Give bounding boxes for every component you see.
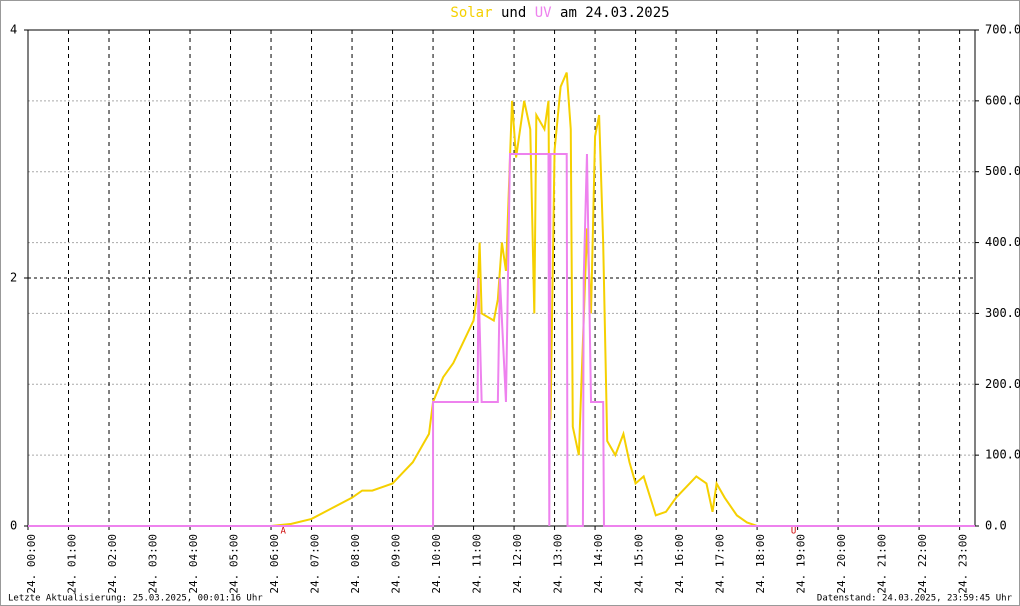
y2-tick-label: 500.0	[985, 164, 1020, 178]
x-tick-label: 24. 01:00	[66, 534, 79, 594]
x-tick-label: 24. 15:00	[633, 534, 646, 594]
y2-tick-label: 300.0	[985, 306, 1020, 320]
plot-border	[27, 29, 976, 527]
y2-tick-label: 400.0	[985, 235, 1020, 249]
x-tick-label: 24. 18:00	[754, 534, 767, 594]
footer-left: Letzte Aktualisierung: 25.03.2025, 00:01…	[8, 594, 263, 604]
annotation: A	[280, 527, 286, 537]
title-part: und	[501, 5, 526, 21]
x-tick-label: 24. 06:00	[268, 534, 281, 594]
x-tick-label: 24. 14:00	[592, 534, 605, 594]
x-tick-label: 24. 20:00	[835, 534, 848, 594]
x-tick-label: 24. 17:00	[714, 534, 727, 594]
x-tick-label: 24. 22:00	[916, 534, 929, 594]
y-tick-label: 4	[10, 23, 17, 37]
x-tick-label: 24. 08:00	[349, 534, 362, 594]
x-tick-label: 24. 16:00	[673, 534, 686, 594]
y2-tick-label: 100.0	[985, 448, 1020, 462]
chart-title: Solar und UV am 24.03.2025	[450, 5, 669, 21]
y2-tick-label: 600.0	[985, 93, 1020, 107]
x-tick-label: 24. 13:00	[552, 534, 565, 594]
annotation: U	[791, 527, 796, 537]
series-line	[28, 72, 975, 527]
x-tick-label: 24. 05:00	[228, 534, 241, 594]
x-tick-label: 24. 12:00	[511, 534, 524, 594]
y-tick-label: 0	[10, 519, 17, 533]
x-tick-label: 24. 11:00	[471, 534, 484, 594]
x-tick-label: 24. 10:00	[430, 534, 443, 594]
footer-right: Datenstand: 24.03.2025, 23:59:45 Uhr	[817, 594, 1013, 604]
x-tick-label: 24. 03:00	[147, 534, 160, 594]
x-tick-label: 24. 23:00	[957, 534, 970, 594]
x-tick-label: 24. 04:00	[187, 534, 200, 594]
x-tick-label: 24. 19:00	[795, 534, 808, 594]
title-part: Solar	[450, 5, 492, 21]
x-tick-label: 24. 21:00	[876, 534, 889, 594]
title-part: am 24.03.2025	[560, 5, 670, 21]
y2-tick-label: 0.0	[985, 519, 1007, 533]
y2-tick-label: 700.0	[985, 23, 1020, 37]
x-tick-label: 24. 00:00	[25, 534, 38, 594]
x-tick-label: 24. 09:00	[390, 534, 403, 594]
y-tick-label: 2	[10, 271, 17, 285]
series-line	[28, 153, 975, 527]
title-part: UV	[535, 5, 552, 21]
x-tick-label: 24. 02:00	[106, 534, 119, 594]
y2-tick-label: 200.0	[985, 377, 1020, 391]
x-tick-label: 24. 07:00	[309, 534, 322, 594]
